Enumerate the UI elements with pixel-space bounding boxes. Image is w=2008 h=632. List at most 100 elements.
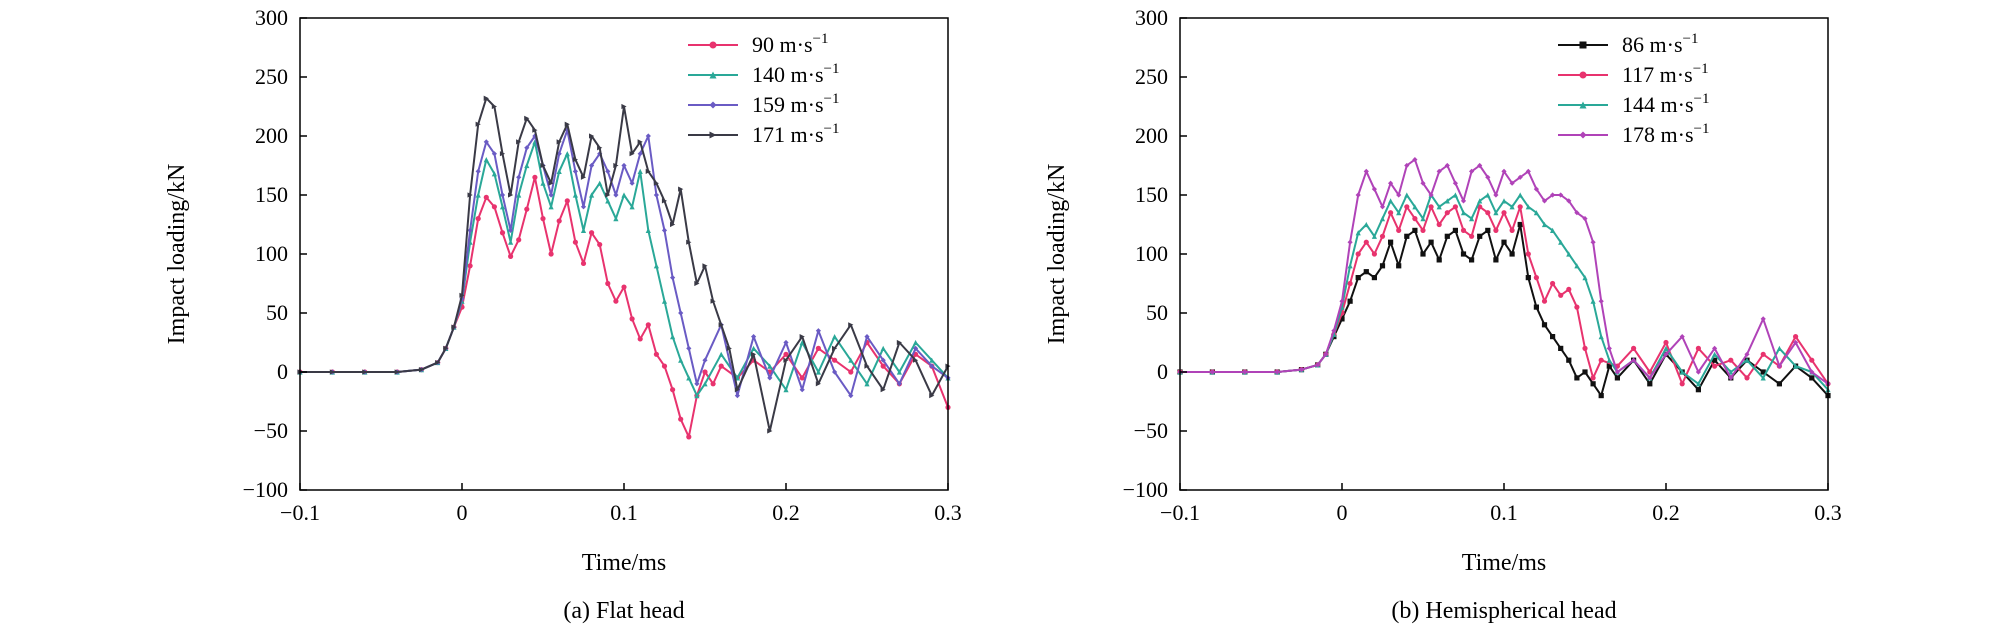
hemispherical-head-series-3-point: [1525, 168, 1531, 174]
hemispherical-head-series-3-point: [1533, 186, 1539, 192]
hemispherical-head-series-1-point: [1574, 304, 1580, 310]
hemispherical-head-series-2-point: [1744, 357, 1750, 363]
hemispherical-head-series-0-point: [1347, 298, 1353, 304]
hemispherical-head-series-1-point: [1428, 204, 1434, 210]
hemispherical-head-series-3-point: [1541, 198, 1548, 204]
hemispherical-head-series-0-point: [1606, 363, 1612, 369]
hemispherical-head-series-2-line: [1180, 194, 1829, 391]
flat-head-series-3-point: [734, 387, 740, 393]
hemispherical-head-series-3-point: [1452, 180, 1458, 186]
hemispherical-head-series-1-point: [1404, 204, 1410, 210]
flat-head-x-tick-label: 0: [457, 500, 468, 525]
hemispherical-head-series-2-point: [1776, 345, 1782, 351]
hemispherical-head-series-1-point: [1420, 227, 1426, 233]
hemispherical-head-series-0-point: [1436, 257, 1442, 263]
flat-head-series-1-point: [589, 192, 595, 198]
flat-head-legend-marker: [709, 101, 717, 109]
flat-head-series-0-point: [605, 280, 611, 287]
flat-head-series-2-point: [621, 162, 627, 169]
hemispherical-head-x-tick-label: 0: [1337, 500, 1348, 525]
flat-head-series-2-point: [491, 151, 497, 157]
hemispherical-head-series-0-point: [1388, 239, 1394, 245]
flat-head-series-3-point: [443, 345, 449, 351]
flat-head-series-0-point: [621, 284, 627, 290]
hemispherical-head-series-1-point: [1533, 275, 1539, 281]
flat-head-series-3-point: [532, 127, 538, 133]
panel-flat-head-y-axis-label: Impact loading/kN: [164, 164, 190, 345]
flat-head-series-1-point: [783, 387, 789, 393]
flat-head-series-2-point: [880, 357, 886, 363]
hemispherical-head-series-0-point: [1566, 357, 1572, 363]
flat-head-series-1-point: [767, 363, 773, 369]
flat-head-series-3-point: [718, 322, 724, 328]
flat-head-series-0-point: [532, 174, 538, 180]
hemispherical-head-series-2-point: [1404, 192, 1410, 198]
hemispherical-head-series-3-point: [1760, 316, 1766, 322]
hemispherical-head-y-tick-label: 100: [1135, 241, 1168, 266]
hemispherical-head-series-1-point: [1485, 210, 1491, 216]
hemispherical-head-legend-marker: [1579, 41, 1587, 49]
hemispherical-head-series-3-point: [1679, 334, 1685, 340]
flat-head-y-tick-label: 0: [277, 359, 288, 384]
hemispherical-head-series-2-point: [1420, 216, 1426, 222]
hemispherical-head-series-3-point: [1712, 345, 1718, 351]
flat-head-series-2-point: [516, 174, 522, 180]
hemispherical-head-series-2-point: [1663, 345, 1669, 351]
flat-head-series-2-point: [508, 227, 514, 233]
hemispherical-head-legend-marker: [1579, 131, 1587, 139]
panel-flat-head-x-axis-label: Time/ms: [582, 550, 666, 576]
hemispherical-head-series-3-point: [1695, 369, 1701, 375]
flat-head-series-0-point: [491, 204, 497, 210]
hemispherical-head-series-0-point: [1469, 257, 1475, 263]
flat-head-series-3-point: [686, 239, 692, 245]
flat-head-series-3-point: [799, 334, 805, 340]
flat-head-series-2-point: [815, 328, 821, 334]
hemispherical-head-series-3-point: [1663, 351, 1669, 357]
hemispherical-head-series-2-point: [1477, 198, 1483, 204]
hemispherical-head-series-0-point: [1525, 275, 1531, 281]
flat-head-series-3-point: [629, 151, 635, 157]
flat-head-series-2-point: [670, 275, 676, 281]
flat-head-series-2-point: [613, 192, 619, 198]
hemispherical-head-series-1-point: [1493, 227, 1499, 233]
hemispherical-head-series-2-point: [1582, 275, 1588, 281]
panel-hemispherical-head-y-axis-label: Impact loading/kN: [1044, 164, 1070, 345]
flat-head-x-tick-label: 0.1: [610, 500, 638, 525]
hemispherical-head-series-0-point: [1444, 233, 1450, 239]
hemispherical-head-series-0-point: [1533, 304, 1539, 310]
flat-head-series-0-point: [661, 363, 668, 369]
hemispherical-head-series-0-point: [1695, 387, 1701, 393]
hemispherical-head-series-2-point: [1793, 363, 1799, 369]
hemispherical-head-series-3-point: [1566, 198, 1572, 204]
flat-head-series-0-point: [572, 239, 579, 245]
hemispherical-head-series-1-point: [1712, 363, 1718, 369]
hemispherical-head-series-0-point: [1614, 375, 1620, 381]
flat-head-series-3-point: [467, 192, 473, 198]
flat-head-series-1-point: [629, 204, 635, 210]
flat-head-series-0-point: [580, 260, 587, 267]
flat-head-series-3-point: [710, 298, 716, 304]
hemispherical-head-series-3-point: [1388, 180, 1394, 186]
hemispherical-head-series-0-point: [1582, 369, 1588, 375]
hemispherical-head-series-3-line: [1180, 158, 1829, 385]
hemispherical-head-series-2-point: [1371, 233, 1377, 239]
flat-head-series-0-point: [718, 363, 724, 369]
hemispherical-head-series-1-point: [1631, 345, 1637, 351]
hemispherical-head-series-1-point: [1379, 233, 1386, 239]
hemispherical-head-series-1-point: [1550, 280, 1556, 287]
flat-head-series-1-point: [524, 162, 530, 169]
hemispherical-head-legend-label: 117 m·s−1: [1622, 61, 1709, 87]
hemispherical-head-series-3-point: [1793, 339, 1799, 346]
flat-head-series-1-point: [572, 192, 578, 198]
hemispherical-head-series-2-point: [1501, 198, 1507, 204]
flat-head-y-tick-label: 250: [255, 64, 288, 89]
hemispherical-head-series-3-point: [1606, 345, 1612, 351]
flat-head-series-0-point: [613, 298, 619, 304]
flat-head-series-1-point: [508, 239, 514, 245]
hemispherical-head-series-3-point: [1558, 192, 1564, 198]
flat-head-series-2-point: [848, 393, 854, 399]
hemispherical-head-series-0-point: [1477, 233, 1483, 239]
flat-head-series-0-point: [710, 381, 716, 387]
flat-head-legend-marker: [709, 131, 717, 139]
